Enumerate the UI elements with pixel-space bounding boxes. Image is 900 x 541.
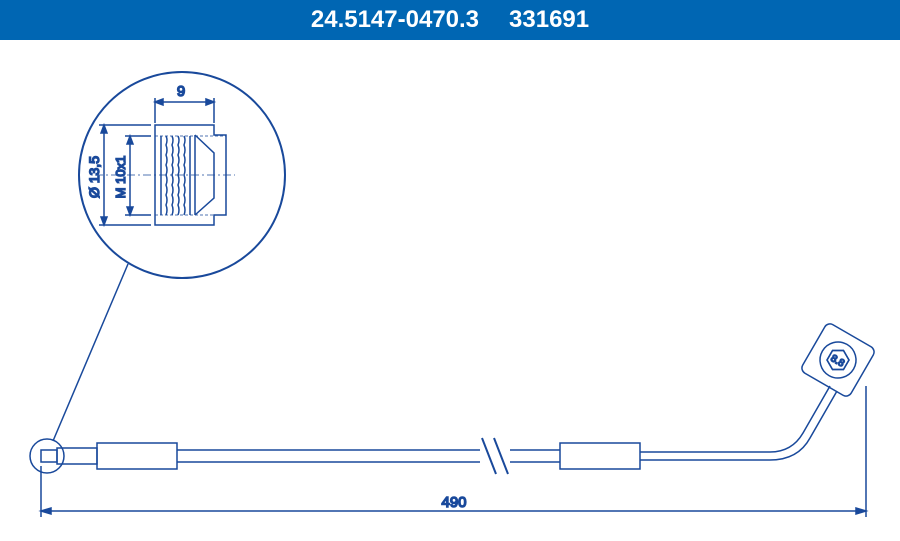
hose-assembly <box>41 386 837 474</box>
dim-width-top <box>155 98 214 123</box>
header-bar: 24.5147-0470.3 331691 <box>0 0 900 40</box>
dim-length-label: 490 <box>441 494 466 511</box>
diagram-area: 9 Ø 13,5 M 10x1 <box>0 40 900 541</box>
leader-line <box>53 264 128 441</box>
dim-thread-label: M 10x1 <box>113 156 128 199</box>
dim-diameter-label: Ø 13,5 <box>86 156 102 198</box>
end-marker-circle <box>30 439 64 473</box>
dim-thread <box>125 136 151 215</box>
part-number: 24.5147-0470.3 <box>311 6 479 34</box>
item-number: 331691 <box>509 6 589 34</box>
dim-width-top-label: 9 <box>177 83 185 100</box>
